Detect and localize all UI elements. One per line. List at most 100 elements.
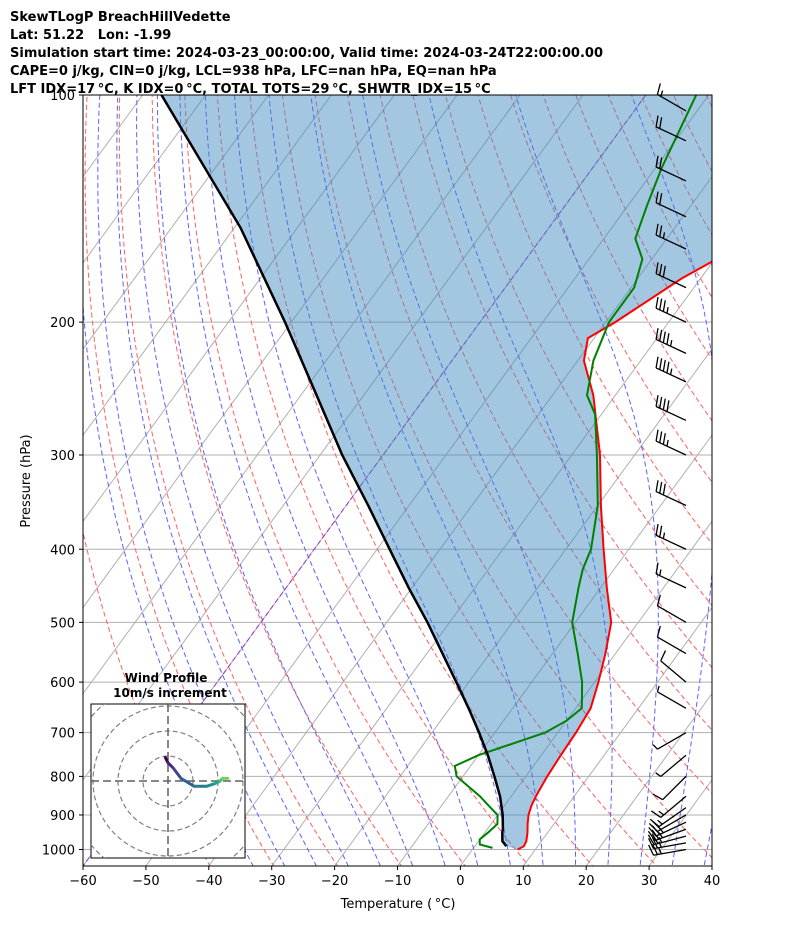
dry-adiabat-line [607, 95, 712, 299]
x-axis-label: Temperature ( °C) [340, 897, 456, 912]
dry-adiabat-line [510, 95, 712, 483]
y-tick-label: 300 [50, 449, 75, 464]
moist-adiabat-line [136, 95, 349, 866]
x-tick-label: −20 [321, 874, 348, 889]
isotherm-line [208, 175, 712, 866]
hodograph-subtitle: 10m/s increment [113, 686, 227, 700]
hodograph-inset: Wind Profile 10m/s increment [90, 671, 246, 859]
location-line: Lat: 51.22 Lon: -1.99 [10, 27, 172, 43]
dry-adiabat-line [184, 95, 466, 866]
x-tick-label: −50 [132, 874, 159, 889]
x-tick-label: −60 [69, 874, 96, 889]
isotherm-line [333, 348, 712, 866]
x-tick-label: 30 [641, 874, 658, 889]
hodograph-trace [171, 766, 183, 780]
temperature-profile-line [517, 260, 712, 851]
y-tick-label: 100 [50, 89, 75, 104]
x-tick-label: −40 [195, 874, 222, 889]
wind-barb [656, 685, 687, 709]
moist-adiabat-line [234, 95, 479, 866]
wind-barb [649, 807, 687, 828]
wind-barb [648, 843, 687, 856]
hodograph-trace [179, 776, 196, 788]
moist-adiabat-line [116, 95, 317, 866]
wind-barb [655, 115, 687, 142]
moist-adiabat-line [310, 95, 544, 866]
hodograph-title: Wind Profile [125, 671, 208, 685]
x-tick-label: 10 [515, 874, 532, 889]
dry-adiabat-line [542, 95, 712, 422]
y-tick-label: 900 [50, 809, 75, 824]
y-tick-label: 600 [50, 676, 75, 691]
indices-line-1: CAPE=0 j/kg, CIN=0 j/kg, LCL=938 hPa, LF… [10, 63, 497, 79]
wind-barb [655, 155, 687, 182]
x-tick-label: −10 [384, 874, 411, 889]
dry-adiabat-line [762, 78, 794, 880]
dry-adiabat-line [444, 95, 712, 607]
isotherm-line [83, 95, 521, 695]
wind-barb [655, 754, 687, 777]
wind-barb [660, 650, 687, 683]
isotherm-line [271, 262, 712, 866]
moist-adiabat-line [268, 95, 511, 866]
isotherm-line [585, 692, 712, 866]
wind-barb [655, 395, 687, 422]
moist-adiabat-line [362, 95, 576, 866]
wind-barb [656, 625, 687, 655]
wind-barb [655, 262, 687, 289]
indices-line-2: LFT IDX=17 °C, K IDX=0 °C, TOTAL TOTS=29… [10, 81, 491, 97]
dry-adiabat-line [477, 95, 712, 545]
isotherm-line [459, 520, 712, 866]
wind-barb [655, 429, 687, 456]
dry-adiabat-line [249, 95, 594, 866]
chart-title: SkewTLogP BreachHillVedette [10, 10, 231, 25]
dry-adiabat-line [412, 95, 712, 669]
dewpoint-profile-line [453, 95, 698, 849]
dry-adiabat-line [379, 95, 712, 731]
wind-barb [655, 296, 687, 323]
chart-header: SkewTLogP BreachHillVedette Lat: 51.22 L… [10, 9, 603, 99]
dry-adiabat-line [347, 95, 712, 795]
wind-barb [655, 480, 687, 507]
wind-barb [656, 594, 687, 623]
dry-adiabat-line [151, 95, 402, 866]
time-line: Simulation start time: 2024-03-23_00:00:… [10, 45, 603, 61]
dry-adiabat-line [314, 95, 712, 859]
wind-barb [655, 191, 687, 218]
moist-adiabat-line [428, 95, 613, 866]
wind-barb [655, 562, 687, 589]
moist-adiabat-line [204, 95, 446, 866]
x-tick-label: 40 [704, 874, 721, 889]
dry-adiabat-line [282, 95, 658, 866]
wind-barb [647, 833, 687, 846]
moist-adiabat-line [97, 95, 286, 866]
y-tick-label: 500 [50, 616, 75, 631]
y-tick-label: 800 [50, 770, 75, 785]
y-axis-label: Pressure (hPa) [19, 434, 34, 527]
wind-barb [650, 795, 687, 818]
y-tick-label: 200 [50, 316, 75, 331]
isotherm-line [83, 95, 458, 609]
moist-adiabat-line [703, 822, 712, 866]
wind-barb [655, 328, 687, 354]
moist-adiabat-line [631, 95, 712, 866]
isotherm-line [396, 434, 712, 866]
x-tick-label: −30 [258, 874, 285, 889]
cin-shading [161, 95, 712, 850]
wind-barb [655, 223, 687, 250]
moist-adiabat-line [179, 95, 414, 866]
y-tick-label: 400 [50, 543, 75, 558]
wind-barb [652, 775, 687, 801]
wind-barb [652, 732, 687, 750]
y-tick-label: 1000 [42, 844, 75, 859]
isotherm-line [83, 95, 395, 523]
parcel-profile-line [160, 95, 508, 847]
wind-barb [655, 356, 687, 383]
moist-adiabat-line [515, 95, 659, 866]
y-tick-label: 700 [50, 727, 75, 742]
x-tick-label: 20 [578, 874, 595, 889]
dry-adiabat-line [730, 78, 794, 880]
isotherm-line [83, 95, 332, 437]
dry-adiabat-line [118, 95, 339, 866]
